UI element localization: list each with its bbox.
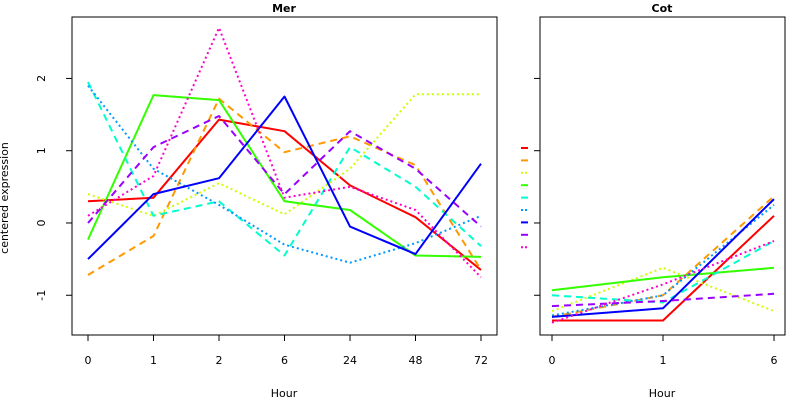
series-line-cot [551, 266, 775, 313]
series-line-cot [551, 240, 775, 304]
x-tick-label-mer: 2 [216, 354, 223, 367]
series-line-mer [87, 97, 482, 276]
y-ticks-mer: -1 0 1 2 [35, 75, 72, 301]
plot-frame-mer [71, 16, 498, 336]
x-tick-label-mer: 1 [150, 354, 157, 367]
x-tick-label-mer: 72 [474, 354, 488, 367]
x-tick-label-cot: 1 [660, 354, 667, 367]
series-line-cot [551, 240, 775, 324]
panel-mer: Mer Hour centered expression 0 1 2 6 24 48 72 … [0, 2, 498, 400]
series-line-mer [87, 26, 482, 278]
x-tick-label-cot: 6 [771, 354, 778, 367]
panel-title-cot: Cot [652, 2, 673, 15]
series-lines-cot [551, 195, 775, 324]
x-tick-label-mer: 0 [85, 354, 92, 367]
y-tick-label: -1 [35, 290, 48, 301]
y-ticks-cot [534, 77, 540, 296]
x-ticks-cot: 0 1 6 [549, 335, 778, 367]
x-tick-label-mer: 6 [281, 354, 288, 367]
y-tick-label: 0 [35, 219, 48, 226]
series-line-mer [87, 94, 482, 258]
x-tick-label-mer: 24 [343, 354, 357, 367]
series-line-mer [87, 118, 482, 271]
series-line-mer [87, 95, 482, 260]
series-line-cot [551, 195, 775, 318]
panel-title-mer: Mer [272, 2, 296, 15]
panel-cot: Cot Hour 0 1 6 [534, 2, 786, 400]
x-ticks-mer: 0 1 2 6 24 48 72 [85, 335, 488, 367]
series-line-mer [87, 115, 482, 228]
series-line-cot [551, 292, 775, 308]
series-lines-mer [87, 26, 482, 278]
x-axis-label-cot: Hour [649, 387, 676, 400]
series-line-cot [552, 215, 775, 322]
series-line-cot [551, 266, 775, 292]
series-key [521, 147, 528, 249]
y-tick-label: 1 [35, 147, 48, 154]
series-line-cot [551, 198, 775, 318]
y-tick-label: 2 [35, 75, 48, 82]
y-axis-label: centered expression [0, 142, 11, 254]
x-tick-label-cot: 0 [549, 354, 556, 367]
x-tick-label-mer: 48 [409, 354, 423, 367]
series-line-mer [87, 81, 482, 257]
x-axis-label-mer: Hour [271, 387, 298, 400]
series-line-mer [87, 85, 482, 264]
